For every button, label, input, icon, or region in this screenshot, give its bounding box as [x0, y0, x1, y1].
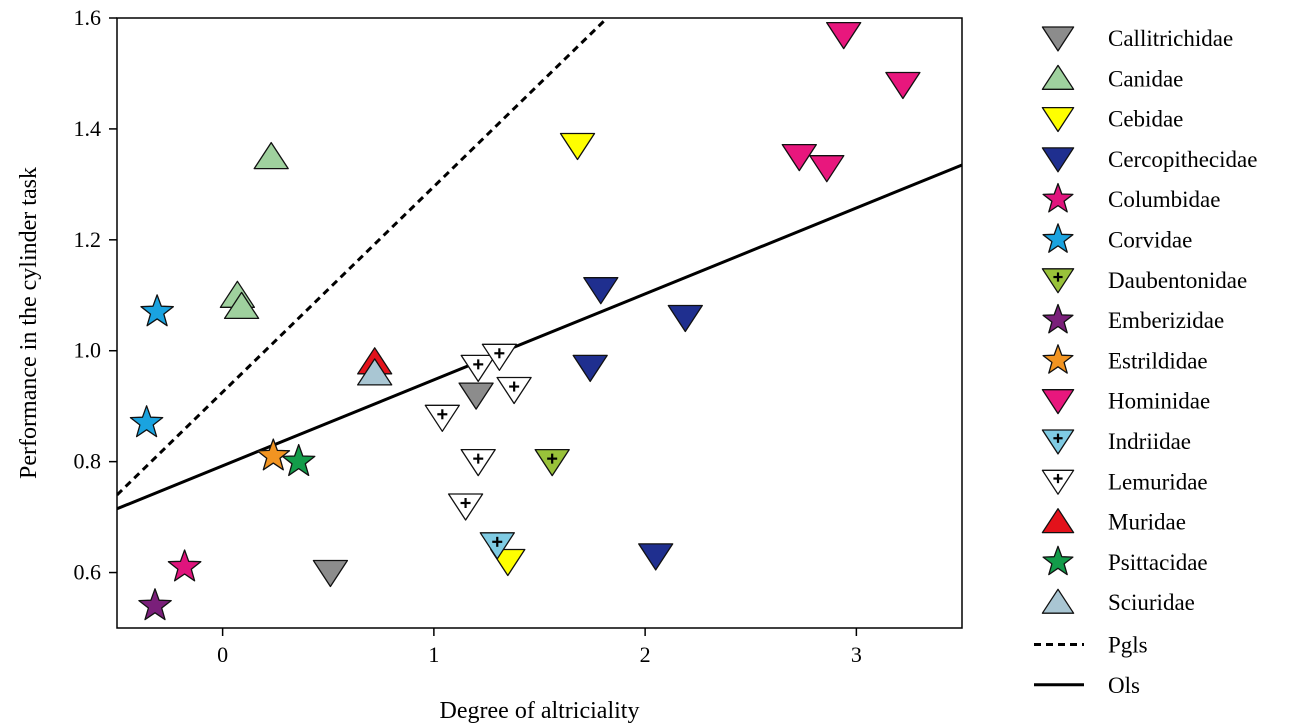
- legend-label: Muridae: [1108, 510, 1186, 535]
- legend-item-indriidae: Indriidae: [1041, 429, 1191, 455]
- data-point-cercopithecidae: [583, 277, 619, 305]
- y-tick-label: 1.6: [74, 5, 102, 30]
- data-point-daubentonidae: [534, 448, 570, 477]
- legend-label: Psittacidae: [1108, 550, 1208, 575]
- x-tick-label: 1: [428, 642, 439, 667]
- legend-label: Daubentonidae: [1108, 268, 1247, 293]
- plot-frame: [116, 17, 963, 629]
- data-point-hominidae: [809, 155, 845, 183]
- data-point-canidae: [253, 141, 289, 170]
- legend-marker-sciuridae: [1041, 588, 1075, 614]
- legend-label: Sciuridae: [1108, 590, 1195, 615]
- legend-marker-corvidae: [1042, 223, 1074, 253]
- legend-item-estrildidae: Estrildidae: [1042, 344, 1208, 374]
- legend-marker-cercopithecidae: [1041, 147, 1075, 173]
- legend-label: Cercopithecidae: [1108, 147, 1257, 172]
- x-axis-title: Degree of altriciality: [440, 698, 640, 724]
- legend-marker-cebidae: [1041, 106, 1075, 133]
- legend-item-canidae: Canidae: [1041, 64, 1183, 91]
- y-tick-label: 1.2: [74, 227, 102, 252]
- legend-label: Lemuridae: [1108, 469, 1208, 494]
- legend-item-columbidae: Columbidae: [1042, 182, 1220, 213]
- data-point-cebidae: [559, 132, 596, 161]
- legend-label: Indriidae: [1108, 429, 1191, 454]
- data-point-corvidae: [140, 294, 174, 327]
- legend-label: Corvidae: [1108, 228, 1192, 253]
- y-tick-label: 0.8: [74, 449, 102, 474]
- axes: 0 1 2 3 0.6 0.8 1.0 1.2 1.4 1.6 Degree of altricia…: [16, 5, 963, 724]
- legend-item-ols: Ols: [1034, 673, 1140, 698]
- legend-item-cebidae: Cebidae: [1041, 106, 1183, 133]
- legend-item-callitrichidae: Callitrichidae: [1041, 26, 1233, 52]
- data-point-canidae: [223, 291, 260, 320]
- legend-item-pgls: Pgls: [1034, 633, 1148, 658]
- y-tick-label: 0.6: [74, 560, 102, 585]
- legend-marker-columbidae: [1042, 182, 1074, 213]
- legend-label: Hominidae: [1108, 389, 1210, 414]
- y-tick-label: 1.0: [74, 338, 102, 363]
- data-point-indriidae: [479, 532, 515, 560]
- y-axis-title: Performance in the cylinder task: [16, 167, 42, 479]
- legend-marker-estrildidae: [1042, 344, 1074, 374]
- x-tick-label: 0: [217, 642, 228, 667]
- legend-marker-muridae: [1041, 508, 1075, 534]
- data-point-lemuridae: [447, 493, 484, 521]
- y-tick-label: 1.4: [74, 116, 102, 141]
- legend-marker-hominidae: [1041, 389, 1075, 415]
- plot-area: [117, 18, 962, 621]
- data-point-cercopithecidae: [572, 354, 608, 383]
- data-point-columbidae: [167, 549, 202, 582]
- legend-marker-canidae: [1041, 64, 1075, 90]
- legend-label: Callitrichidae: [1108, 26, 1233, 51]
- data-point-emberizidae: [138, 588, 172, 621]
- legend-item-cercopithecidae: Cercopithecidae: [1041, 147, 1257, 173]
- legend-item-daubentonidae: Daubentonidae: [1041, 268, 1247, 294]
- data-point-hominidae: [781, 143, 817, 172]
- data-point-corvidae: [129, 405, 164, 438]
- data-point-lemuridae: [481, 343, 518, 371]
- data-point-lemuridae: [424, 404, 460, 432]
- legend-item-emberizidae: Emberizidae: [1042, 303, 1224, 334]
- data-point-hominidae: [885, 71, 921, 100]
- legend-label: Estrildidae: [1108, 348, 1208, 373]
- legend-marker-indriidae: [1041, 429, 1075, 455]
- legend-item-sciuridae: Sciuridae: [1041, 588, 1195, 615]
- legend-marker-daubentonidae: [1041, 268, 1075, 294]
- data-point-lemuridae: [496, 376, 532, 405]
- legend-marker-emberizidae: [1042, 303, 1074, 334]
- legend: Callitrichidae Canidae Cebidae Cercopitheci…: [1034, 26, 1257, 698]
- legend-marker-psittacidae: [1042, 545, 1074, 576]
- legend-label: Canidae: [1108, 66, 1183, 91]
- legend-item-psittacidae: Psittacidae: [1042, 545, 1208, 576]
- x-tick-label: 3: [851, 642, 862, 667]
- legend-marker-lemuridae: [1041, 469, 1075, 495]
- pgls-regression-line: [117, 18, 609, 496]
- data-point-lemuridae: [460, 448, 496, 477]
- data-point-callitrichidae: [312, 559, 349, 588]
- legend-label: Columbidae: [1108, 187, 1220, 212]
- legend-label: Pgls: [1108, 633, 1148, 658]
- legend-label: Emberizidae: [1108, 308, 1224, 333]
- legend-marker-callitrichidae: [1041, 26, 1075, 52]
- data-point-callitrichidae: [458, 382, 494, 410]
- x-tick-label: 2: [640, 642, 651, 667]
- data-point-cercopithecidae: [638, 543, 674, 571]
- data-point-hominidae: [826, 21, 862, 50]
- data-point-sciuridae: [357, 358, 393, 386]
- data-point-cercopithecidae: [667, 304, 703, 333]
- legend-item-hominidae: Hominidae: [1041, 389, 1210, 415]
- legend-item-muridae: Muridae: [1041, 508, 1186, 535]
- legend-label: Ols: [1108, 673, 1140, 698]
- data-point-psittacidae: [281, 443, 316, 477]
- legend-item-lemuridae: Lemuridae: [1041, 469, 1208, 495]
- data-point-estrildidae: [256, 438, 291, 471]
- data-point-lemuridae: [460, 354, 496, 383]
- legend-label: Cebidae: [1108, 107, 1183, 132]
- legend-item-corvidae: Corvidae: [1042, 223, 1192, 253]
